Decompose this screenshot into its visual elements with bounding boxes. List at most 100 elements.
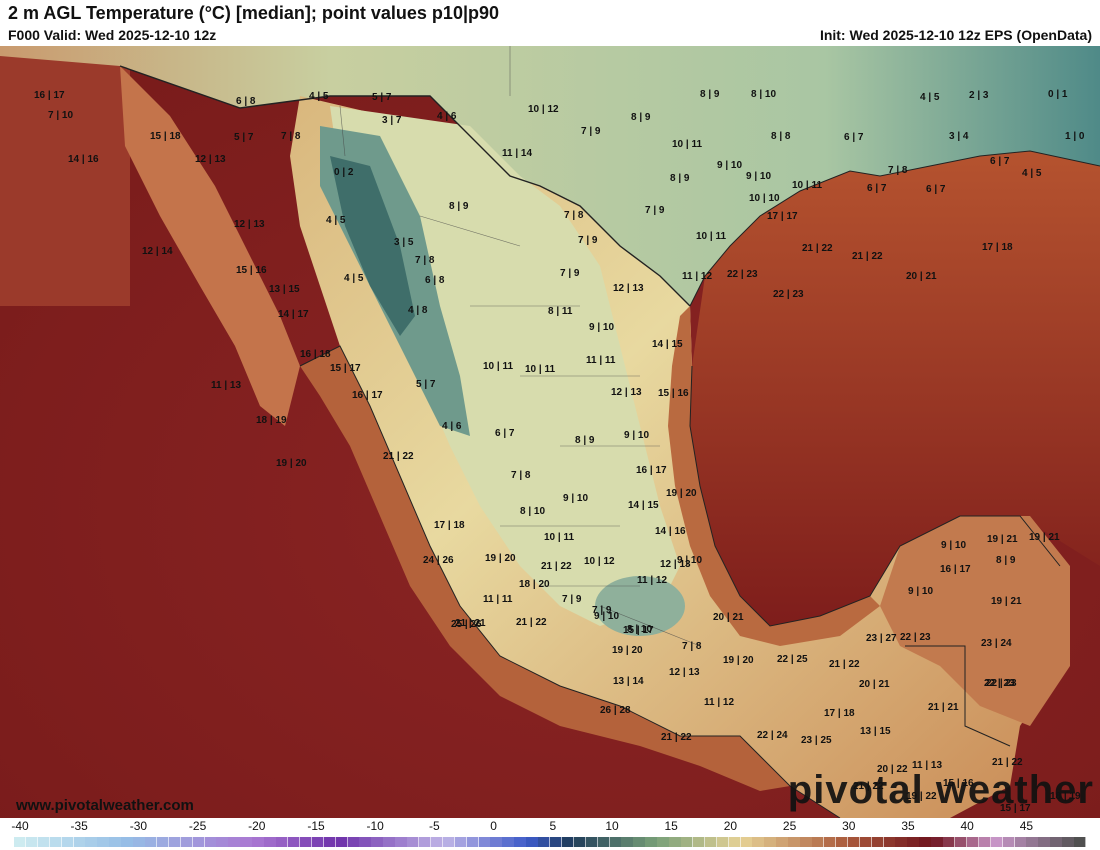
- colorbar-tick: 45: [1019, 819, 1034, 833]
- colorbar-cell: [919, 837, 932, 847]
- point-value-label: 12 | 13: [669, 667, 700, 678]
- point-value-label: 8 | 10: [520, 506, 546, 517]
- point-value-label: 21 | 22: [383, 451, 414, 462]
- colorbar-tick: -25: [188, 819, 207, 833]
- colorbar-cell: [740, 837, 753, 847]
- colorbar-cell: [490, 837, 503, 847]
- colorbar-cell: [1050, 837, 1063, 847]
- point-value-label: 6 | 7: [867, 183, 887, 194]
- point-value-label: 19 | 22: [906, 791, 937, 802]
- point-value-label: 19 | 20: [612, 645, 643, 656]
- point-value-label: 21 | 22: [661, 732, 692, 743]
- point-value-label: 6 | 8: [425, 275, 445, 286]
- colorbar-cell: [800, 837, 813, 847]
- colorbar-cell: [895, 837, 908, 847]
- point-value-label: 7 | 9: [562, 594, 582, 605]
- colorbar-tick: -20: [248, 819, 266, 833]
- point-value-label: 9 | 10: [594, 611, 620, 622]
- colorbar-cell: [645, 837, 658, 847]
- point-value-label: 18 | 19: [256, 415, 287, 426]
- point-value-label: 7 | 8: [511, 470, 531, 481]
- point-value-label: 16 | 17: [352, 390, 383, 401]
- point-value-label: 6 | 7: [844, 132, 864, 143]
- point-value-label: 11 | 12: [704, 697, 735, 708]
- point-value-label: 15 | 18: [150, 131, 181, 142]
- point-value-label: 7 | 9: [645, 205, 665, 216]
- colorbar-cell: [728, 837, 742, 847]
- colorbar-cell: [788, 837, 801, 847]
- point-value-label: 12 | 13: [195, 154, 226, 165]
- colorbar-cell: [418, 837, 432, 847]
- point-value-label: 12 | 14: [142, 246, 173, 257]
- point-value-label: 22 | 25: [777, 654, 808, 665]
- point-value-label: 8 | 10: [627, 624, 653, 635]
- colorbar-cell: [347, 837, 360, 847]
- colorbar-tick: -10: [366, 819, 384, 833]
- point-value-label: 17 | 18: [982, 242, 1013, 253]
- colorbar-tick: 15: [664, 819, 678, 833]
- point-value-label: 15 | 16: [658, 388, 689, 399]
- colorbar-cell: [657, 837, 670, 847]
- point-value-label: 10 | 12: [528, 104, 559, 115]
- colorbar-cell: [264, 837, 277, 847]
- point-value-label: 21 | 22: [992, 757, 1023, 768]
- colorbar-cell: [812, 837, 825, 847]
- point-value-label: 8 | 8: [771, 131, 791, 142]
- point-value-label: 18 | 19: [1050, 791, 1081, 802]
- point-value-label: 13 | 15: [860, 726, 891, 737]
- colorbar-cell: [168, 837, 182, 847]
- colorbar-cell: [359, 837, 372, 847]
- point-value-label: 12 | 13: [613, 283, 644, 294]
- point-value-label: 12 | 13: [234, 219, 265, 230]
- colorbar-cell: [97, 837, 110, 847]
- colorbar: -40 -35 -30 -25 -20 -15 -10 -5 0 5 10 15 20 25 30 35 40 4…: [0, 818, 1100, 850]
- colorbar-strip: [14, 837, 1087, 847]
- point-value-label: 6 | 7: [990, 156, 1010, 167]
- colorbar-tick: 30: [842, 819, 856, 833]
- gulf-coast-warm: [668, 306, 880, 646]
- colorbar-cell: [145, 837, 158, 847]
- point-value-label: 21 | 22: [541, 561, 572, 572]
- point-value-label: 17 | 18: [824, 708, 855, 719]
- colorbar-cell: [609, 837, 622, 847]
- brand-logo: pivotal weather: [787, 768, 1094, 812]
- colorbar-cell: [430, 837, 444, 847]
- colorbar-cell: [752, 837, 765, 847]
- colorbar-cell: [907, 837, 920, 847]
- colorbar-cell: [121, 837, 134, 847]
- colorbar-tick: 35: [901, 819, 915, 833]
- point-value-label: 11 | 12: [682, 271, 713, 282]
- colorbar-cell: [1038, 837, 1051, 847]
- header: 2 m AGL Temperature (°C) [median]; point…: [0, 0, 1100, 46]
- point-value-label: 15 | 17: [330, 363, 361, 374]
- colorbar-cell: [228, 837, 241, 847]
- central-mexico-cool: [595, 576, 685, 636]
- point-value-label: 11 | 11: [483, 594, 513, 605]
- state-lines: [339, 46, 701, 647]
- point-value-label: 18 | 20: [519, 579, 550, 590]
- point-value-label: 14 | 16: [68, 154, 99, 165]
- map-canvas: [0, 46, 1100, 818]
- point-value-label: 19 | 20: [485, 553, 516, 564]
- colorbar-tick: -5: [429, 819, 440, 833]
- colorbar-cell: [478, 837, 491, 847]
- point-value-label: 0 | 2: [334, 167, 354, 178]
- colorbar-cell: [1074, 837, 1087, 847]
- point-value-label: 4 | 5: [920, 92, 940, 103]
- colorbar-tick: -40: [11, 819, 29, 833]
- point-value-label: 14 | 15: [652, 339, 683, 350]
- coastline-gulf: [689, 150, 1100, 307]
- coastline-mexico-east: [689, 365, 1061, 627]
- point-value-label: 22 | 23: [984, 678, 1015, 689]
- point-value-label: 23 | 24: [981, 638, 1012, 649]
- point-value-label: 20 | 21: [859, 679, 890, 690]
- point-value-label: 7 | 9: [578, 235, 598, 246]
- point-value-label: 7 | 8: [888, 165, 908, 176]
- point-value-label: 15 | 16: [236, 265, 267, 276]
- colorbar-cell: [859, 837, 873, 847]
- point-value-label: 23 | 27: [866, 633, 897, 644]
- point-value-label: 10 | 11: [696, 231, 727, 242]
- colorbar-cell: [466, 837, 480, 847]
- point-value-label: 10 | 11: [792, 180, 823, 191]
- point-value-label: 11 | 13: [211, 380, 242, 391]
